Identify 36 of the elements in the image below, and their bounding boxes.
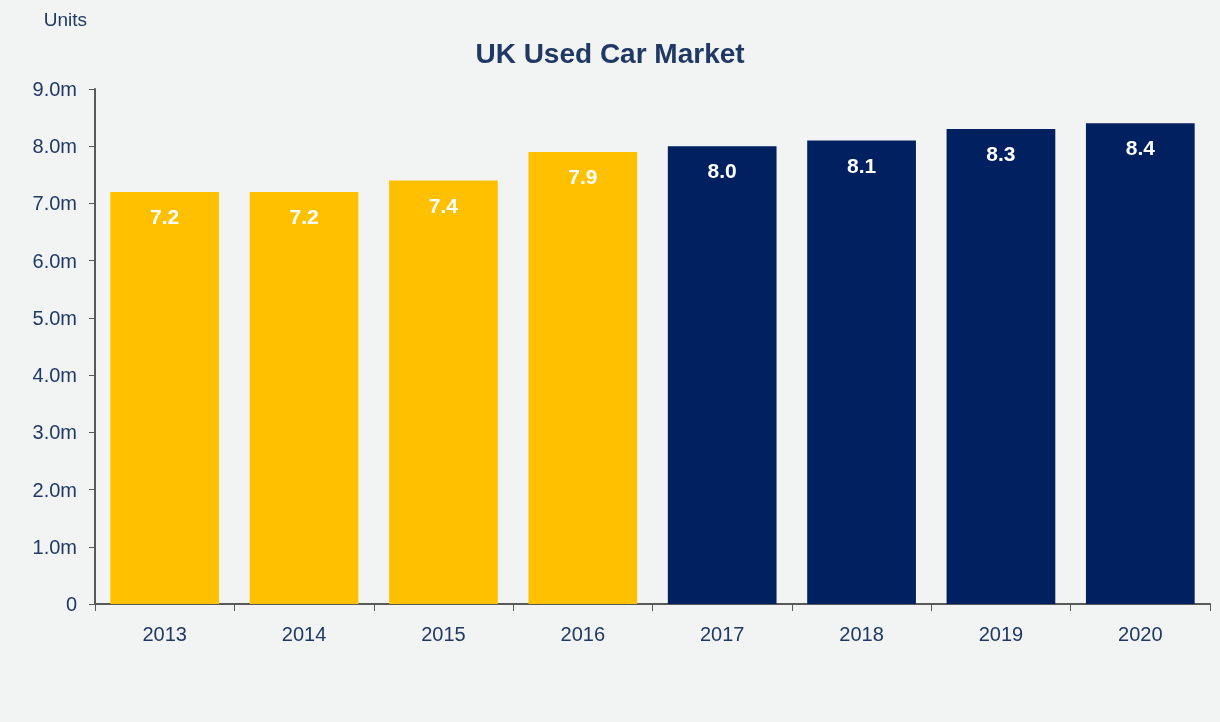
x-tick-label: 2016 [560,623,606,645]
y-tick-label: 9.0m [32,78,77,100]
x-tick-label: 2013 [142,623,187,645]
bar [110,192,220,604]
y-tick-label: 4.0m [32,364,77,387]
y-tick-label: 3.0m [32,421,77,444]
x-tick-label: 2018 [839,623,884,645]
bar [807,140,916,604]
data-label: 7.2 [289,205,319,228]
y-tick-label: 6.0m [32,249,77,272]
y-tick-label: 8.0m [32,135,77,158]
data-label: 7.9 [568,164,598,188]
x-tick-label: 2015 [421,623,466,645]
bar [389,180,498,604]
data-label: 8.3 [986,142,1016,166]
x-tick-label: 2020 [1118,623,1163,645]
bar [249,192,359,604]
y-tick-label: 1.0m [32,535,77,558]
data-label: 7.2 [150,205,180,228]
bar [1085,123,1195,604]
bar [667,146,777,604]
x-tick-label: 2014 [281,623,327,645]
bar [946,129,1056,604]
y-tick-label: 7.0m [32,192,77,215]
x-tick-label: 2019 [978,623,1024,645]
y-axis-title: Units [43,9,87,30]
x-tick-label: 2017 [699,623,745,645]
data-label: 8.4 [1125,136,1156,160]
y-tick-label: 2.0m [32,478,77,501]
bar [528,151,638,604]
chart-title: UK Used Car Market [475,37,745,69]
data-label: 8.0 [707,159,737,183]
data-label: 8.1 [846,153,877,177]
y-tick-label: 0 [65,593,77,615]
y-tick-label: 5.0m [32,306,77,329]
data-label: 7.4 [428,193,459,217]
